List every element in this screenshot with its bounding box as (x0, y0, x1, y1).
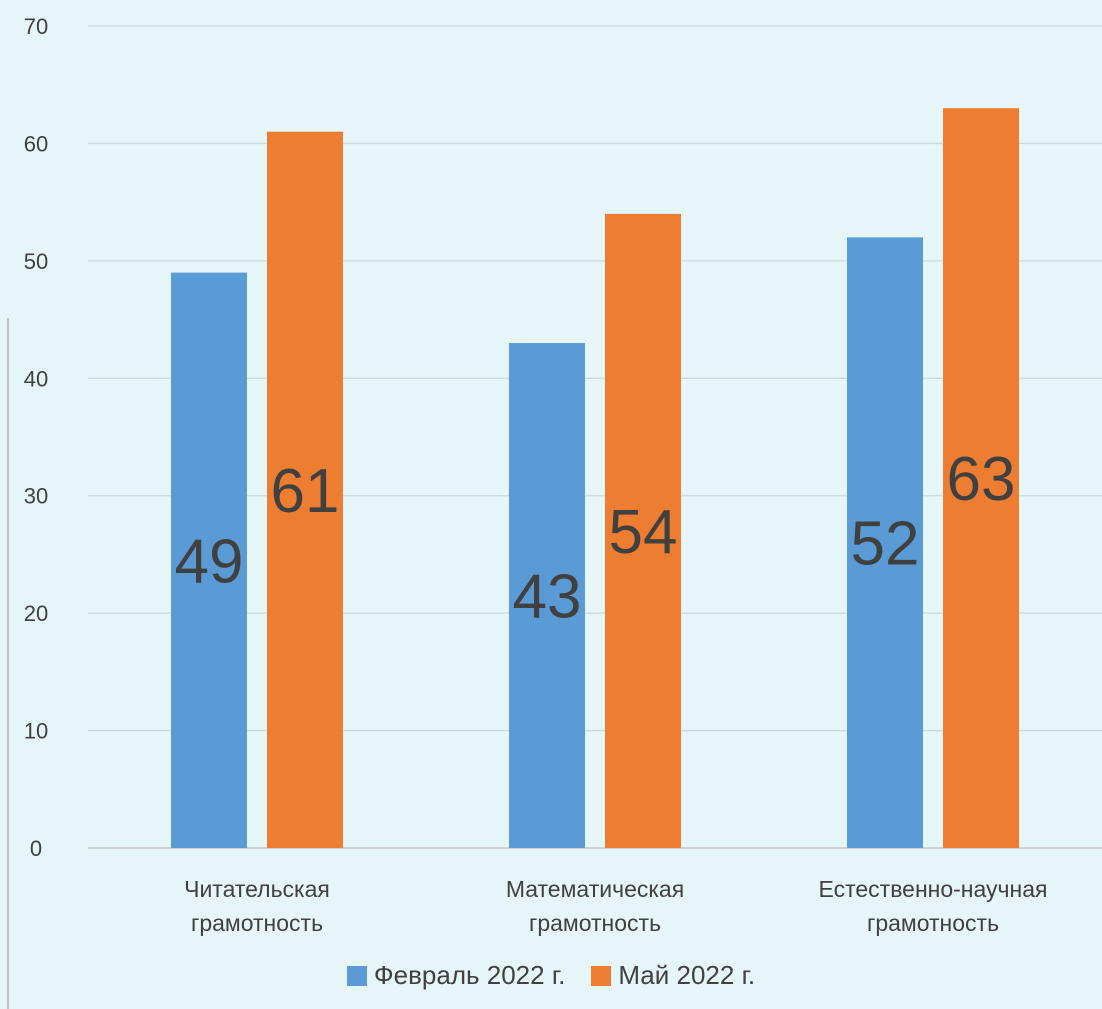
x-category-label: Читательская (184, 876, 330, 902)
legend-item-may: Май 2022 г. (591, 960, 755, 991)
y-tick-label: 60 (24, 131, 48, 156)
x-category-label: грамотность (867, 910, 999, 936)
legend-label-february: Февраль 2022 г. (373, 960, 566, 990)
data-label: 61 (271, 457, 340, 526)
y-tick-label: 50 (24, 249, 48, 274)
data-label: 52 (851, 510, 920, 579)
y-tick-label: 40 (24, 366, 48, 391)
legend: Февраль 2022 г. Май 2022 г. (0, 960, 1102, 991)
bar (605, 213, 681, 848)
bar (509, 343, 585, 848)
y-tick-label: 30 (24, 484, 48, 509)
bar (171, 272, 247, 849)
legend-swatch-may (591, 965, 612, 986)
data-label: 54 (609, 498, 678, 567)
y-tick-label: 70 (24, 14, 48, 39)
y-tick-label: 10 (24, 719, 48, 744)
data-label: 63 (947, 445, 1016, 514)
legend-item-february: Февраль 2022 г. (346, 960, 566, 991)
x-category-label: Естественно-научная (819, 876, 1048, 902)
data-label: 49 (175, 527, 244, 596)
x-category-label: Математическая (506, 876, 684, 902)
y-tick-label: 20 (24, 601, 48, 626)
bar (847, 237, 923, 848)
legend-label-may: Май 2022 г. (618, 960, 756, 990)
x-category-label: грамотность (191, 910, 323, 936)
y-tick-label: 0 (30, 836, 42, 861)
data-label: 43 (513, 563, 582, 632)
bar (267, 131, 343, 848)
bar (943, 108, 1019, 848)
legend-swatch-february (346, 965, 367, 986)
x-category-label: грамотность (529, 910, 661, 936)
